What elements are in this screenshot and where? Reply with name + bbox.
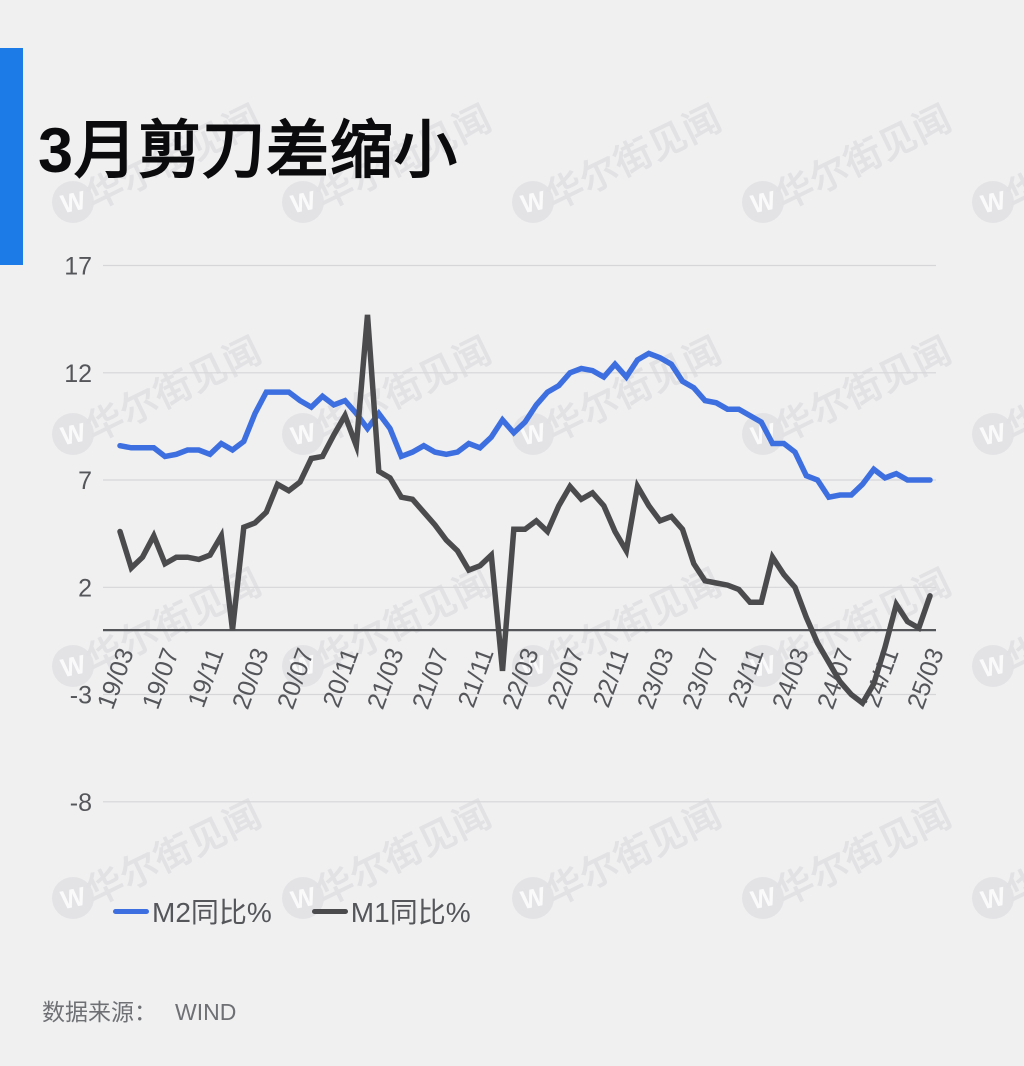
- x-axis-tick-label: 20/03: [227, 644, 275, 712]
- y-axis-tick-label: 17: [64, 253, 92, 281]
- x-axis-tick-label: 19/03: [92, 644, 140, 712]
- y-axis-tick-label: -8: [70, 789, 92, 817]
- watermark-logo-icon: W: [282, 181, 324, 223]
- y-axis-tick-label: -3: [70, 682, 92, 710]
- watermark-logo-icon: W: [512, 645, 554, 687]
- page-title: 3月剪刀差缩小: [38, 116, 459, 186]
- source-line: 数据来源： WIND: [42, 993, 236, 1027]
- watermark-logo-icon: W: [972, 413, 1014, 455]
- source-value: WIND: [175, 999, 237, 1025]
- x-axis-tick-label: 23/07: [677, 644, 725, 712]
- watermark-logo-icon: W: [972, 877, 1014, 919]
- watermark-logo-icon: W: [52, 413, 94, 455]
- x-axis-tick-label: 22/11: [588, 644, 635, 711]
- x-axis-tick-label: 22/07: [542, 644, 590, 712]
- y-axis-tick-label: 12: [64, 360, 92, 388]
- watermark-logo-icon: W: [972, 645, 1014, 687]
- y-axis-tick-label: 2: [78, 574, 92, 602]
- y-axis-tick-label: 7: [78, 467, 92, 495]
- x-axis-tick-label: 20/07: [272, 644, 320, 712]
- legend-label-m1: M1同比%: [350, 897, 471, 928]
- watermark-logo-icon: W: [972, 181, 1014, 223]
- chart-legend: M2同比% M1同比%: [113, 891, 471, 931]
- watermark-logo-icon: W: [52, 181, 94, 223]
- m2-line: [117, 350, 933, 501]
- watermark-logo-icon: W: [52, 877, 94, 919]
- watermark-logo-icon: W: [52, 645, 94, 687]
- x-axis-tick-label: 19/07: [137, 644, 185, 712]
- watermark-logo-icon: W: [282, 413, 324, 455]
- x-axis-tick-label: 25/03: [902, 644, 950, 712]
- watermark-logo-icon: W: [742, 645, 784, 687]
- source-label: 数据来源：: [42, 999, 157, 1025]
- x-axis-tick-label: 21/07: [407, 644, 455, 712]
- legend-item-m1: M1同比%: [311, 891, 471, 931]
- watermark-logo-icon: W: [512, 181, 554, 223]
- legend-label-m2: M2同比%: [152, 897, 272, 928]
- accent-bar: [0, 48, 23, 265]
- x-axis-tick-label: 23/03: [632, 644, 680, 712]
- watermark-logo-icon: W: [512, 413, 554, 455]
- m1-line: [117, 314, 933, 708]
- x-axis-tick-label: 21/11: [453, 644, 500, 711]
- watermark-logo-icon: W: [282, 645, 324, 687]
- x-axis-tick-label: 24/03: [767, 644, 815, 712]
- x-axis-tick-label: 21/03: [362, 644, 410, 712]
- watermark-logo-icon: W: [742, 181, 784, 223]
- watermark-logo-icon: W: [742, 877, 784, 919]
- m1-line-swatch: [311, 908, 348, 914]
- x-axis-tick-label: 20/11: [318, 644, 365, 711]
- m2-line-swatch: [113, 908, 149, 914]
- x-axis-tick-label: 23/11: [723, 644, 770, 711]
- watermark-logo-icon: W: [512, 877, 554, 919]
- x-axis-tick-label: 19/11: [183, 644, 230, 711]
- legend-item-m2: M2同比%: [113, 891, 272, 931]
